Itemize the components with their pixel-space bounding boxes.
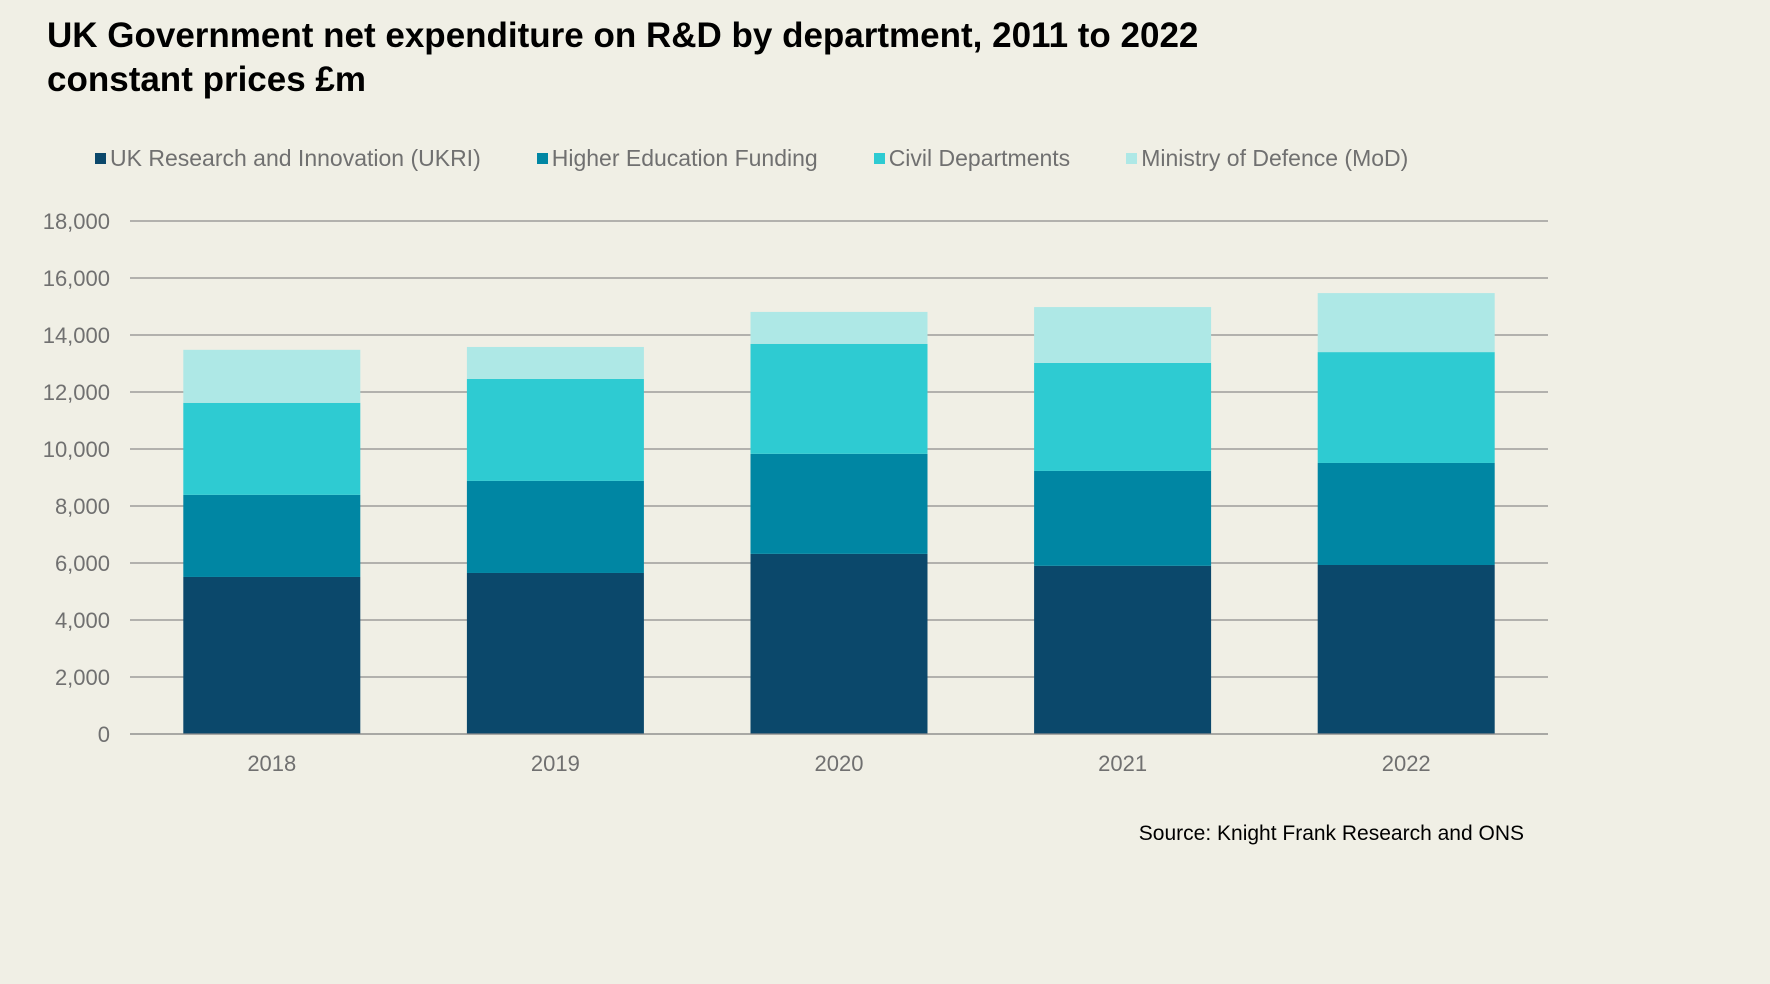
bar-segment-ministry-of-defence-mod-2021 <box>1034 307 1212 363</box>
source-note: Source: Knight Frank Research and ONS <box>1138 822 1524 845</box>
legend-item-hef: Higher Education Funding <box>536 145 818 172</box>
legend-swatch-mod <box>1126 153 1138 164</box>
bar-segment-civil-departments-2019 <box>466 378 644 481</box>
y-tick-label: 6,000 <box>55 551 110 576</box>
bar-segment-higher-education-funding-2022 <box>1317 462 1495 565</box>
x-tick-label: 2021 <box>1098 751 1147 776</box>
y-tick-label: 10,000 <box>43 437 110 462</box>
legend-swatch-ukri <box>95 153 106 164</box>
legend: UK Research and Innovation (UKRI) Higher… <box>95 145 1408 172</box>
bar-segment-civil-departments-2021 <box>1034 362 1212 471</box>
bar-segment-uk-research-and-innovation-ukri-2022 <box>1317 564 1495 734</box>
bar-segment-uk-research-and-innovation-ukri-2019 <box>466 572 644 734</box>
bar-segment-civil-departments-2022 <box>1317 352 1495 463</box>
bar-segment-higher-education-funding-2018 <box>183 494 361 577</box>
bar-segment-civil-departments-2020 <box>750 343 928 454</box>
chart-title: UK Government net expenditure on R&D by … <box>47 14 1198 102</box>
bar-segment-higher-education-funding-2019 <box>466 480 644 573</box>
legend-swatch-hef <box>536 153 548 164</box>
legend-label-hef: Higher Education Funding <box>551 145 818 171</box>
x-tick-label: 2022 <box>1382 751 1431 776</box>
legend-label-ukri: UK Research and Innovation (UKRI) <box>110 145 481 171</box>
title-line-2: constant prices £m <box>47 60 366 99</box>
y-tick-label: 12,000 <box>43 380 110 405</box>
chart-plot: 0 2,000 4,000 6,000 8,000 10,000 12,000 14,000 1… <box>43 209 1548 776</box>
bar-segment-ministry-of-defence-mod-2022 <box>1317 293 1495 353</box>
x-tick-label: 2018 <box>247 751 296 776</box>
bar-segment-ministry-of-defence-mod-2020 <box>750 311 928 344</box>
bar-segment-ministry-of-defence-mod-2019 <box>466 346 644 379</box>
bar-segment-uk-research-and-innovation-ukri-2018 <box>183 576 361 734</box>
legend-label-civil: Civil Departments <box>888 145 1071 171</box>
legend-item-ukri: UK Research and Innovation (UKRI) <box>95 145 481 172</box>
bar-segment-higher-education-funding-2021 <box>1034 470 1212 566</box>
y-tick-label: 0 <box>98 722 110 747</box>
y-tick-label: 18,000 <box>43 209 110 234</box>
x-tick-label: 2019 <box>531 751 580 776</box>
bar-segment-uk-research-and-innovation-ukri-2021 <box>1034 565 1212 734</box>
x-tick-label: 2020 <box>815 751 864 776</box>
legend-label-mod: Ministry of Defence (MoD) <box>1141 145 1409 171</box>
y-tick-label: 4,000 <box>55 608 110 633</box>
bar-segment-uk-research-and-innovation-ukri-2020 <box>750 553 928 734</box>
y-tick-label: 14,000 <box>43 323 110 348</box>
y-tick-label: 8,000 <box>55 494 110 519</box>
title-line-1: UK Government net expenditure on R&D by … <box>47 16 1199 55</box>
legend-item-mod: Ministry of Defence (MoD) <box>1126 145 1408 172</box>
legend-swatch-civil <box>873 153 885 164</box>
bar-segment-higher-education-funding-2020 <box>750 453 928 554</box>
bar-segment-civil-departments-2018 <box>183 402 361 495</box>
legend-item-civil: Civil Departments <box>873 145 1071 172</box>
bar-segment-ministry-of-defence-mod-2018 <box>183 349 361 403</box>
y-tick-label: 16,000 <box>43 266 110 291</box>
y-tick-label: 2,000 <box>55 665 110 690</box>
